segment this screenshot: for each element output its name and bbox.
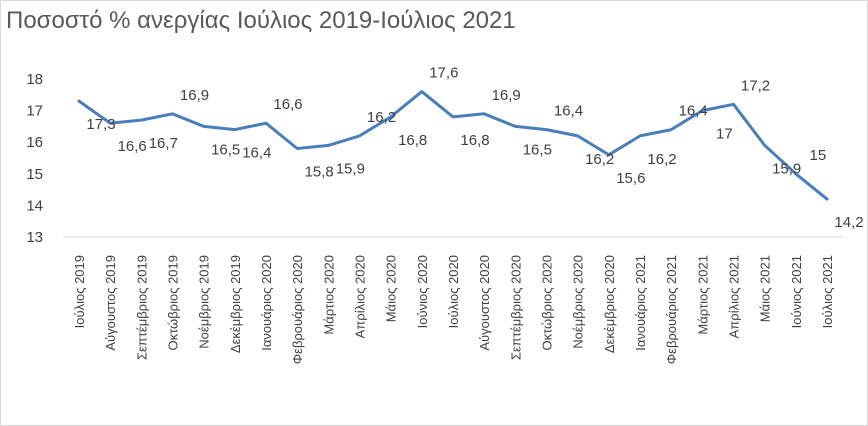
data-label: 16,4 [679, 103, 708, 120]
data-label: 16,7 [149, 135, 178, 152]
chart-title: Ποσοστό % ανεργίας Ιούλιος 2019-Ιούλιος … [6, 7, 516, 34]
data-label: 16,9 [492, 87, 521, 104]
data-label: 16,6 [273, 96, 302, 113]
data-label: 16,9 [180, 87, 209, 104]
x-axis-tick-labels: Ιούλιος 2019 Αύγουστος 2019 Σεπτέμβριος 20… [72, 255, 835, 364]
x-tick-label: Μάιος 2020 [384, 255, 399, 322]
data-label: 16,4 [242, 145, 271, 162]
y-tick-label: 18 [26, 71, 43, 88]
x-tick-label: Δεκέμβριος 2019 [228, 255, 243, 353]
x-tick-label: Μάιος 2021 [758, 255, 773, 322]
x-tick-label: Ιανουάριος 2020 [259, 255, 274, 351]
x-tick-label: Απρίλιος 2021 [727, 255, 742, 338]
x-tick-label: Αύγουστος 2019 [103, 255, 118, 351]
x-tick-label: Μάρτιος 2020 [321, 255, 336, 335]
data-label: 16,6 [118, 138, 147, 155]
y-axis-tick-labels: 13 14 15 16 17 18 [26, 71, 43, 246]
x-tick-label: Μάρτιος 2021 [695, 255, 710, 335]
y-tick-label: 14 [26, 197, 43, 214]
data-label: 14,2 [834, 214, 863, 231]
y-tick-label: 13 [26, 229, 43, 246]
data-label: 17,2 [741, 77, 770, 94]
x-tick-label: Σεπτέμβριος 2019 [134, 255, 149, 360]
x-tick-label: Οκτώβριος 2020 [540, 255, 555, 351]
x-tick-label: Απρίλιος 2020 [353, 255, 368, 338]
y-tick-label: 15 [26, 166, 43, 183]
data-labels: 17,316,6 16,716,916,5 16,416,615,8 15,916,2… [86, 65, 863, 231]
x-tick-label: Ιούλιος 2019 [72, 255, 87, 328]
x-tick-label: Ιανουάριος 2021 [633, 255, 648, 351]
data-label: 16,2 [647, 151, 676, 168]
x-tick-label: Οκτώβριος 2019 [166, 255, 181, 351]
x-tick-label: Αύγουστος 2020 [477, 255, 492, 351]
data-label: 16,5 [523, 141, 552, 158]
data-label: 16,8 [460, 132, 489, 149]
x-tick-label: Φεβρουάριος 2021 [664, 255, 679, 364]
data-label: 16,8 [398, 132, 427, 149]
x-tick-label: Φεβρουάριος 2020 [290, 255, 305, 364]
x-tick-label: Σεπτέμβριος 2020 [508, 255, 523, 360]
data-label: 17 [716, 126, 733, 143]
data-label: 15,9 [772, 160, 801, 177]
series-line [77, 90, 829, 201]
x-tick-label: Ιούλιος 2020 [446, 255, 461, 328]
x-tick-label: Ιούλιος 2021 [820, 255, 835, 328]
x-tick-label: Νοέμβριος 2019 [197, 255, 212, 349]
data-label: 16,2 [367, 109, 396, 126]
data-label: 17,3 [86, 116, 115, 133]
y-tick-label: 17 [26, 103, 43, 120]
data-label: 17,6 [429, 65, 458, 82]
data-label: 16,2 [585, 151, 614, 168]
data-label: 16,4 [554, 103, 583, 120]
x-tick-label: Ιούνιος 2020 [415, 255, 430, 328]
x-tick-label: Νοέμβριος 2020 [571, 255, 586, 349]
y-tick-label: 16 [26, 134, 43, 151]
x-tick-label: Ιούνιος 2021 [789, 255, 804, 328]
data-label: 15 [809, 147, 826, 164]
data-label: 15,8 [305, 164, 334, 181]
x-tick-label: Δεκέμβριος 2020 [602, 255, 617, 353]
data-label: 15,9 [336, 160, 365, 177]
data-label: 16,5 [211, 141, 240, 158]
data-label: 15,6 [616, 170, 645, 187]
